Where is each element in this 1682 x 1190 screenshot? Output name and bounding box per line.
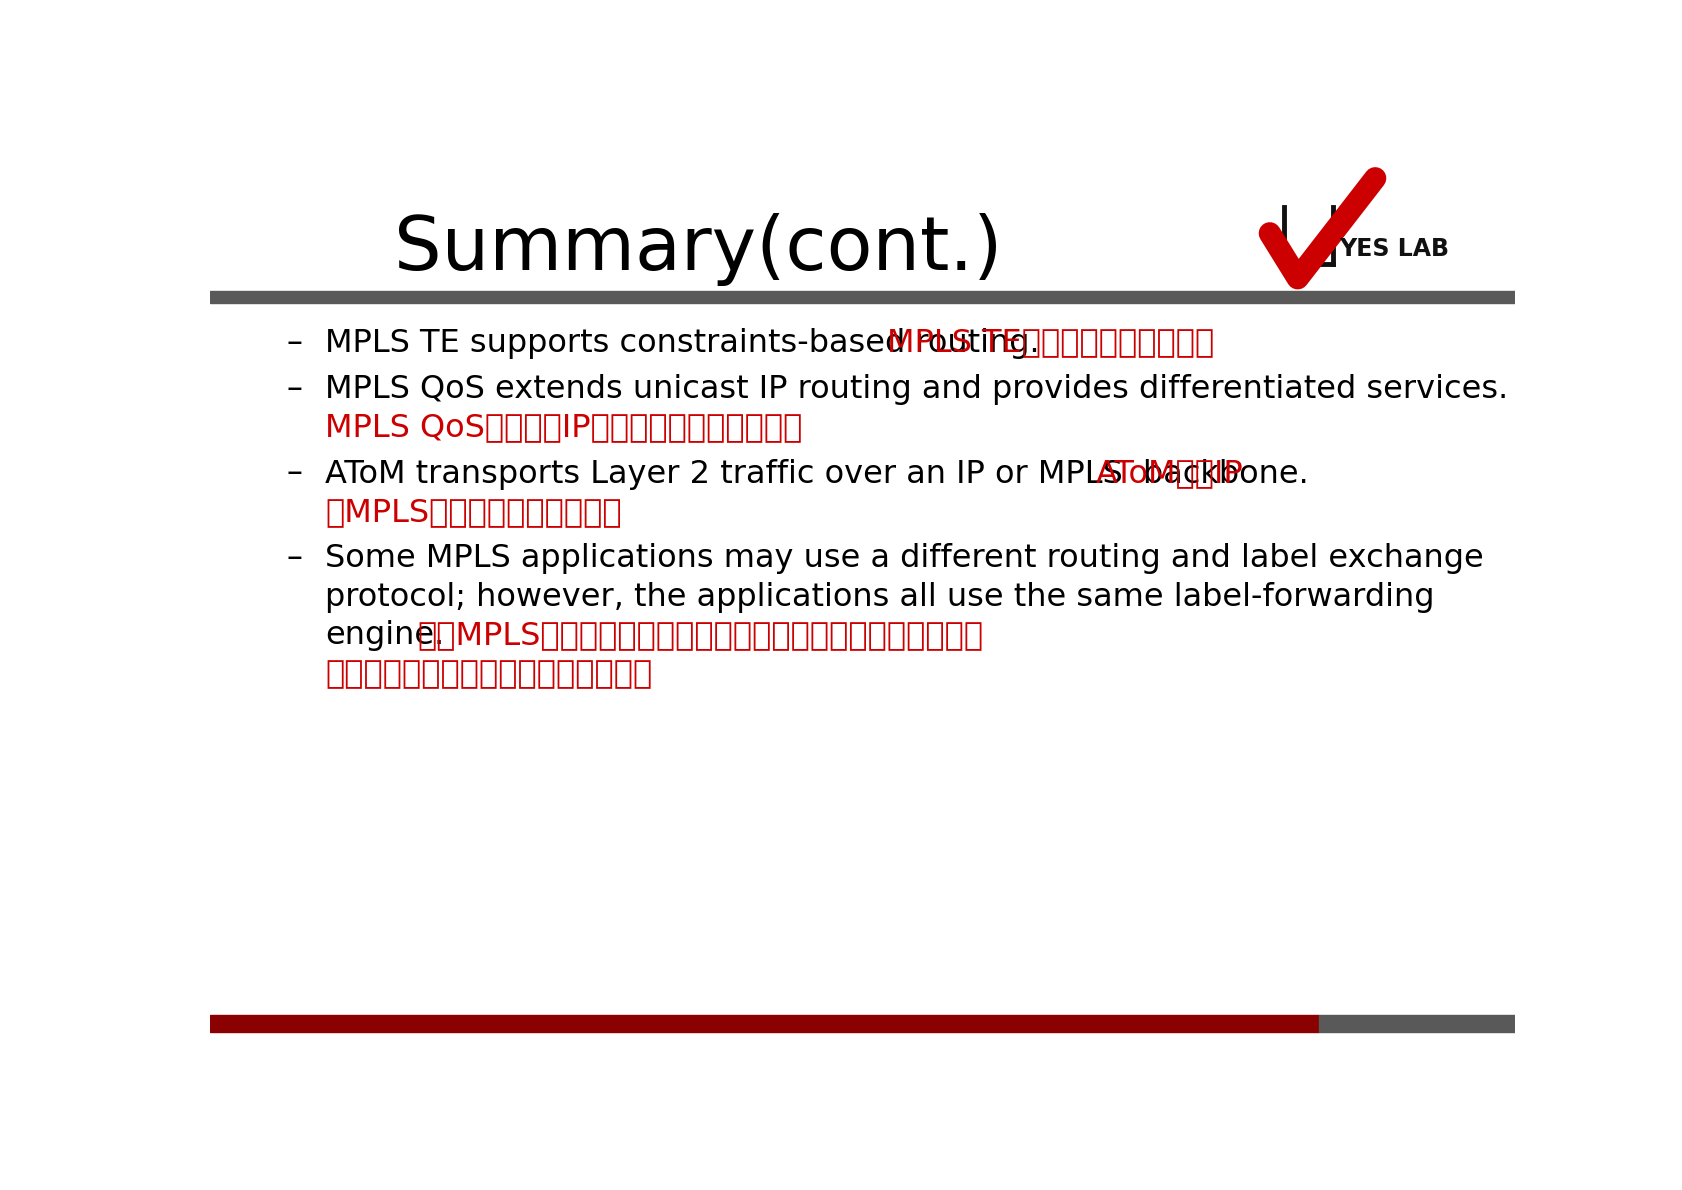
Text: AToM通过IP: AToM通过IP (1095, 458, 1243, 489)
Text: MPLS QoS extends unicast IP routing and provides differentiated services.: MPLS QoS extends unicast IP routing and … (325, 374, 1507, 405)
Text: protocol; however, the applications all use the same label-forwarding: protocol; however, the applications all … (325, 582, 1433, 613)
Bar (210, 1015, 1317, 1032)
Text: MPLS TE支持基于约束的路由。: MPLS TE支持基于约束的路由。 (886, 327, 1213, 358)
Text: Summary(cont.): Summary(cont.) (394, 213, 1002, 286)
Text: –: – (286, 458, 301, 489)
Text: –: – (286, 327, 301, 358)
Text: 一些MPLS应用可能会使用不同的路由和标签交换协议；然而，: 一些MPLS应用可能会使用不同的路由和标签交换协议；然而， (417, 620, 982, 651)
Text: 或MPLS骨干网传输二层流量。: 或MPLS骨干网传输二层流量。 (325, 497, 621, 528)
Text: MPLS TE supports constraints-based routing.: MPLS TE supports constraints-based routi… (325, 327, 1050, 358)
Text: engine.: engine. (325, 620, 444, 651)
Text: Some MPLS applications may use a different routing and label exchange: Some MPLS applications may use a differe… (325, 543, 1484, 575)
Text: 应用程序都使用相同的标签转发引擎。: 应用程序都使用相同的标签转发引擎。 (325, 659, 653, 690)
Text: YES LAB: YES LAB (1337, 237, 1448, 262)
Text: –: – (286, 543, 301, 575)
Text: –: – (286, 374, 301, 405)
Bar (1317, 1015, 1514, 1032)
Text: AToM transports Layer 2 traffic over an IP or MPLS  backbone.: AToM transports Layer 2 traffic over an … (325, 458, 1319, 489)
Bar (210, 290, 1514, 303)
Bar (1275, 192, 1391, 283)
Text: MPLS QoS扩展单播IP路由，提供差异化服务。: MPLS QoS扩展单播IP路由，提供差异化服务。 (325, 412, 802, 444)
